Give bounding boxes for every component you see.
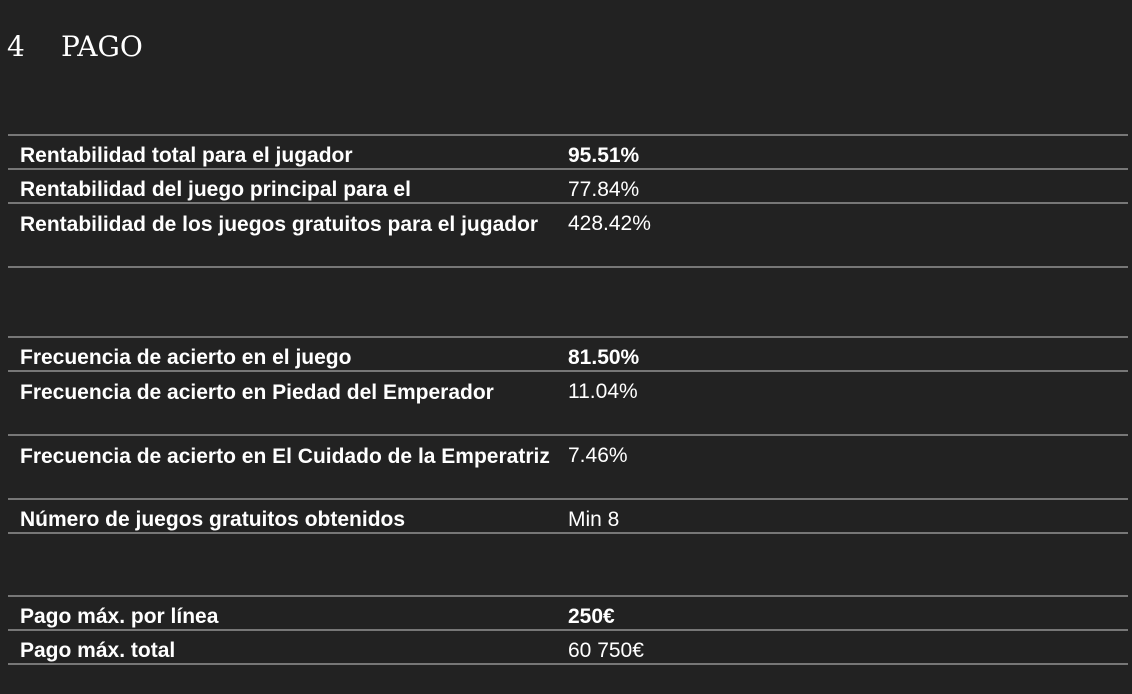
row-value: Min 8	[568, 508, 620, 531]
row-value: 77.84%	[568, 178, 640, 201]
table-row: Número de juegos gratuitos obtenidos Min…	[8, 500, 1128, 534]
row-value: 95.51%	[568, 144, 640, 167]
row-value: 250€	[568, 605, 615, 628]
section-heading: 4 PAGO	[7, 30, 143, 63]
row-value: 11.04%	[568, 380, 638, 403]
table-row: Pago máx. por línea 250€	[8, 597, 1128, 631]
table-row: Frecuencia de acierto en El Cuidado de l…	[8, 436, 1128, 500]
row-value: 7.46%	[568, 444, 628, 467]
row-label: Pago máx. por línea	[20, 605, 219, 628]
rtp-table: Rentabilidad total para el jugador 95.51…	[8, 134, 1128, 268]
row-label: Rentabilidad de los juegos gratuitos par…	[20, 213, 539, 236]
row-label: Rentabilidad total para el jugador	[20, 144, 353, 167]
payout-table: Pago máx. por línea 250€ Pago máx. total…	[8, 595, 1128, 665]
section-title: PAGO	[61, 30, 143, 63]
row-label: Rentabilidad del juego principal para el	[20, 178, 411, 201]
section-number: 4	[7, 30, 25, 63]
row-label: Frecuencia de acierto en el juego	[20, 346, 352, 369]
row-label: Número de juegos gratuitos obtenidos	[20, 508, 406, 531]
table-row: Rentabilidad total para el jugador 95.51…	[8, 136, 1128, 170]
frequency-table: Frecuencia de acierto en el juego 81.50%…	[8, 336, 1128, 534]
row-label: Frecuencia de acierto en El Cuidado de l…	[20, 445, 550, 468]
row-value: 60 750€	[568, 639, 644, 662]
table-row: Rentabilidad de los juegos gratuitos par…	[8, 204, 1128, 268]
table-row: Frecuencia de acierto en Piedad del Empe…	[8, 372, 1128, 436]
table-row: Pago máx. total 60 750€	[8, 631, 1128, 665]
row-label: Frecuencia de acierto en Piedad del Empe…	[20, 381, 494, 404]
table-row: Rentabilidad del juego principal para el…	[8, 170, 1128, 204]
row-value: 81.50%	[568, 346, 640, 369]
row-value: 428.42%	[568, 212, 651, 235]
row-label: Pago máx. total	[20, 639, 176, 662]
table-row: Frecuencia de acierto en el juego 81.50%	[8, 338, 1128, 372]
